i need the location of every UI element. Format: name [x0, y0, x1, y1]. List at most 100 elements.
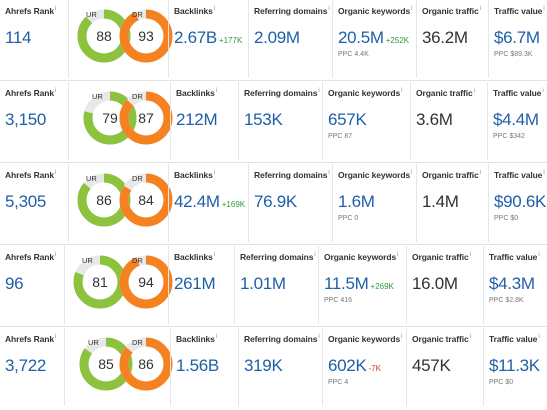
info-icon[interactable]: i [314, 252, 316, 259]
backlinks-cell: Backlinksi 42.4M +169K [168, 164, 248, 242]
dr-gauge[interactable]: DR 86 [118, 336, 174, 392]
ur-value: 88 [96, 28, 112, 44]
organic-traffic-value[interactable]: 16.0M [412, 274, 458, 293]
organic-keywords-value[interactable]: 657K [328, 110, 367, 129]
organic-traffic-value[interactable]: 3.6M [416, 110, 453, 129]
backlinks-value[interactable]: 212M [176, 110, 218, 129]
ahrefs-rank-label: Ahrefs Ranki [5, 6, 57, 16]
info-icon[interactable]: i [328, 170, 330, 177]
ur-value: 85 [98, 356, 114, 372]
traffic-value-value[interactable]: $11.3K [489, 356, 540, 375]
backlinks-cell: Backlinksi 1.56B [170, 328, 238, 406]
ur-value: 81 [92, 274, 108, 290]
info-icon[interactable]: i [213, 170, 216, 177]
organic-keywords-value[interactable]: 11.5M +269K [324, 274, 394, 293]
traffic-value-label: Traffic valuei [489, 334, 540, 344]
info-icon[interactable]: i [54, 252, 57, 259]
referring-domains-value[interactable]: 319K [244, 356, 283, 375]
info-icon[interactable]: i [411, 6, 413, 13]
info-icon[interactable]: i [213, 252, 216, 259]
traffic-value-value[interactable]: $4.3M [489, 274, 535, 293]
referring-domains-label: Referring domainsi [254, 6, 330, 16]
info-icon[interactable]: i [401, 88, 403, 95]
info-icon[interactable]: i [411, 170, 413, 177]
organic-keywords-cell: Organic keywordsi 657K PPC 87 [322, 82, 410, 160]
organic-traffic-label: Organic traffici [412, 334, 471, 344]
info-icon[interactable]: i [401, 334, 403, 341]
info-icon[interactable]: i [479, 170, 481, 177]
ur-value: 86 [96, 192, 112, 208]
dr-value: 93 [138, 28, 154, 44]
backlinks-cell: Backlinksi 212M [170, 82, 238, 160]
organic-keywords-value[interactable]: 602K -7K [328, 356, 381, 375]
ppc-traffic-value: PPC $342 [493, 133, 525, 140]
ur-label: UR [86, 10, 97, 19]
info-icon[interactable]: i [54, 6, 57, 13]
organic-keywords-delta: -7K [368, 364, 381, 373]
dr-gauge[interactable]: DR 87 [118, 90, 174, 146]
dr-gauge[interactable]: DR 93 [118, 8, 174, 64]
referring-domains-cell: Referring domainsi 1.01M [234, 246, 318, 324]
dr-gauge[interactable]: DR 94 [118, 254, 174, 310]
ahrefs-rank-value[interactable]: 114 [5, 28, 32, 47]
organic-traffic-value[interactable]: 36.2M [422, 28, 468, 47]
organic-traffic-value[interactable]: 1.4M [422, 192, 459, 211]
traffic-value-label: Traffic valuei [494, 170, 545, 180]
dr-label: DR [132, 92, 143, 101]
info-icon[interactable]: i [543, 170, 545, 177]
dr-value: 86 [138, 356, 154, 372]
ahrefs-rank-value[interactable]: 3,150 [5, 110, 47, 129]
info-icon[interactable]: i [473, 88, 475, 95]
backlinks-cell: Backlinksi 2.67B +177K [168, 0, 248, 78]
info-icon[interactable]: i [54, 170, 57, 177]
referring-domains-value[interactable]: 76.9K [254, 192, 297, 211]
referring-domains-value[interactable]: 1.01M [240, 274, 286, 293]
ahrefs-rank-value[interactable]: 96 [5, 274, 24, 293]
organic-keywords-value[interactable]: 1.6M [338, 192, 375, 211]
info-icon[interactable]: i [318, 88, 320, 95]
dr-gauge[interactable]: DR 84 [118, 172, 174, 228]
info-icon[interactable]: i [538, 252, 540, 259]
referring-domains-value[interactable]: 153K [244, 110, 283, 129]
organic-traffic-value[interactable]: 457K [412, 356, 451, 375]
traffic-value-value[interactable]: $4.4M [493, 110, 539, 129]
info-icon[interactable]: i [318, 334, 320, 341]
ur-label: UR [92, 92, 103, 101]
ahrefs-rank-value[interactable]: 5,305 [5, 192, 47, 211]
info-icon[interactable]: i [54, 88, 57, 95]
organic-keywords-value[interactable]: 20.5M +252K [338, 28, 410, 47]
backlinks-value[interactable]: 261M [174, 274, 216, 293]
traffic-value-cell: Traffic valuei $4.4M PPC $342 [487, 82, 547, 160]
traffic-value-value[interactable]: $90.6K [494, 192, 547, 211]
info-icon[interactable]: i [215, 334, 218, 341]
backlinks-value[interactable]: 42.4M +169K [174, 192, 246, 211]
info-icon[interactable]: i [469, 252, 471, 259]
organic-keywords-cell: Organic keywordsi 20.5M +252K PPC 4.4K [332, 0, 416, 78]
info-icon[interactable]: i [397, 252, 399, 259]
info-icon[interactable]: i [479, 6, 481, 13]
traffic-value-cell: Traffic valuei $90.6K PPC $0 [488, 164, 547, 242]
dr-value: 94 [138, 274, 154, 290]
info-icon[interactable]: i [213, 6, 216, 13]
rating-gauges-cell [68, 164, 168, 242]
traffic-value-value[interactable]: $6.7M [494, 28, 540, 47]
info-icon[interactable]: i [469, 334, 471, 341]
backlinks-label: Backlinksi [176, 334, 218, 344]
info-icon[interactable]: i [542, 88, 544, 95]
organic-traffic-label: Organic traffici [416, 88, 475, 98]
info-icon[interactable]: i [538, 334, 540, 341]
referring-domains-value[interactable]: 2.09M [254, 28, 300, 47]
info-icon[interactable]: i [328, 6, 330, 13]
info-icon[interactable]: i [215, 88, 218, 95]
info-icon[interactable]: i [543, 6, 545, 13]
row-separator [0, 80, 547, 81]
backlinks-value[interactable]: 1.56B [176, 356, 219, 375]
rating-gauges-cell [68, 82, 170, 160]
organic-traffic-label: Organic traffici [422, 170, 481, 180]
info-icon[interactable]: i [54, 334, 57, 341]
backlinks-value[interactable]: 2.67B +177K [174, 28, 243, 47]
organic-keywords-label: Organic keywordsi [338, 6, 413, 16]
ahrefs-rank-value[interactable]: 3,722 [5, 356, 47, 375]
ur-label: UR [88, 338, 99, 347]
ur-gauge[interactable]: UR 79 [82, 90, 138, 146]
